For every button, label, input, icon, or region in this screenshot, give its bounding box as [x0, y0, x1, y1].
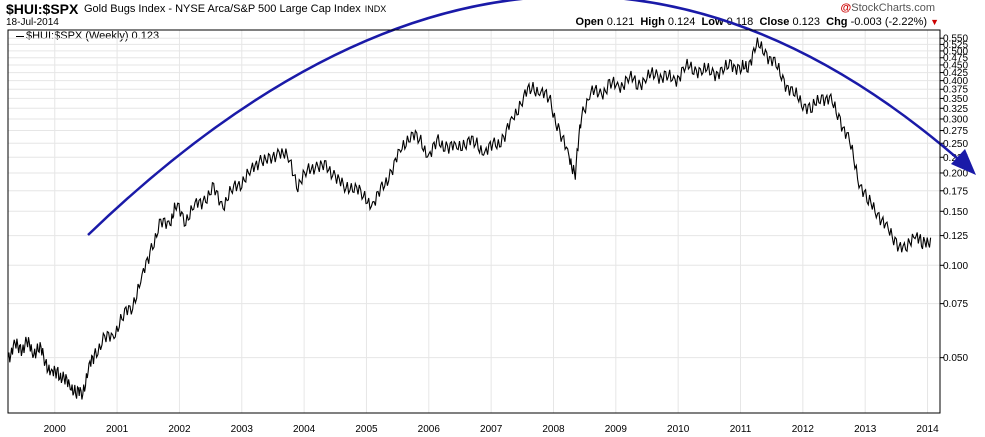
x-axis-ticks: 2000 2001 2002 2003 2004 2005 2006 2007 2008 2009… [44, 424, 939, 435]
x-tick-label: 2009 [605, 424, 628, 435]
x-tick-label: 2001 [106, 424, 129, 435]
chart-date: 18-Jul-2014 [6, 17, 59, 28]
brand-link[interactable]: @StockCharts.com [841, 2, 935, 14]
chart-symbol: $HUI:$SPX [6, 1, 79, 17]
y-axis-ticks: 0.5500.5250.5000.4750.4500.4250.4000.375… [940, 34, 968, 364]
y-tick-label: 0.150 [943, 207, 968, 218]
y-tick-label: 0.425 [943, 68, 968, 79]
high-label: High [640, 16, 665, 28]
y-tick-label: 0.475 [943, 53, 968, 64]
y-tick-label: 0.550 [943, 34, 968, 45]
x-tick-label: 2000 [44, 424, 67, 435]
y-tick-label: 0.325 [943, 104, 968, 115]
chart-description: Gold Bugs Index - NYSE Arca/S&P 500 Larg… [84, 3, 386, 15]
y-tick-label: 0.250 [943, 139, 968, 150]
x-tick-label: 2002 [168, 424, 191, 435]
y-tick-label: 0.300 [943, 114, 968, 125]
y-tick-label: 0.275 [943, 126, 968, 137]
legend-line-icon [16, 35, 24, 37]
index-description: Gold Bugs Index - NYSE Arca/S&P 500 Larg… [84, 3, 361, 15]
y-tick-label: 0.450 [943, 60, 968, 71]
plot-frame [7, 29, 941, 414]
price-series-line [7, 37, 932, 400]
x-tick-label: 2006 [418, 424, 441, 435]
grid-lines [8, 30, 940, 413]
close-value: 0.123 [792, 16, 820, 28]
chg-value: -0.003 (-2.22%) [850, 16, 928, 28]
low-value: 0.118 [726, 16, 754, 28]
close-label: Close [759, 16, 790, 28]
trend-arrowhead-icon [951, 149, 976, 175]
x-tick-label: 2012 [792, 424, 815, 435]
open-label: Open [575, 16, 604, 28]
exchange-label: INDX [364, 4, 387, 14]
trend-arc-line [87, 0, 966, 236]
x-tick-label: 2003 [231, 424, 254, 435]
y-tick-label: 0.175 [943, 186, 968, 197]
x-tick-label: 2011 [730, 424, 752, 435]
y-tick-label: 0.100 [943, 261, 968, 272]
brand-name: StockCharts.com [851, 2, 935, 14]
y-tick-label: 0.075 [943, 299, 968, 310]
y-tick-label: 0.350 [943, 94, 968, 105]
y-tick-label: 0.125 [943, 231, 968, 242]
y-tick-label: 0.500 [943, 46, 968, 57]
y-tick-label: 0.375 [943, 85, 968, 96]
legend-label: $HUI:$SPX (Weekly) 0.123 [26, 30, 160, 42]
brand-logo-icon: @ [840, 2, 852, 14]
x-tick-label: 2004 [293, 424, 316, 435]
x-tick-label: 2013 [854, 424, 877, 435]
y-tick-label: 0.050 [943, 353, 968, 364]
x-tick-label: 2010 [667, 424, 690, 435]
high-value: 0.124 [667, 16, 696, 28]
series-legend: $HUI:$SPX (Weekly) 0.123 [16, 30, 159, 42]
y-tick-label: 0.200 [943, 168, 968, 179]
x-tick-label: 2005 [355, 424, 378, 435]
x-tick-label: 2008 [542, 424, 565, 435]
open-value: 0.121 [606, 16, 635, 28]
x-tick-label: 2014 [916, 424, 939, 435]
x-tick-label: 2007 [480, 424, 503, 435]
down-arrow-icon: ▼ [930, 17, 939, 27]
chg-label: Chg [826, 16, 848, 28]
y-tick-label: 0.525 [943, 40, 968, 51]
y-tick-label: 0.400 [943, 76, 968, 87]
